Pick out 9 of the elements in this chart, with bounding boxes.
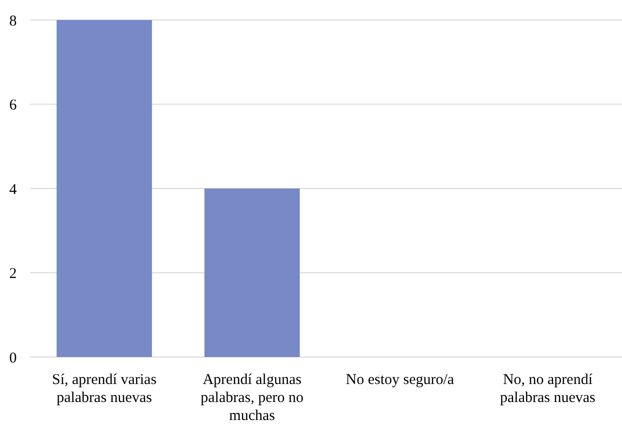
y-tick-label: 8 xyxy=(9,13,17,30)
x-tick-label: No, no aprendí palabras nuevas xyxy=(500,372,596,406)
y-tick-label: 0 xyxy=(9,350,17,366)
y-tick-label: 2 xyxy=(9,266,17,282)
y-tick-label: 6 xyxy=(9,98,18,114)
x-tick-label: Sí, aprendí varias palabras nuevas xyxy=(52,372,157,406)
y-tick-label: 4 xyxy=(9,182,18,198)
x-tick-label: Aprendí algunas palabras, pero no muchas xyxy=(200,372,304,424)
x-tick-label: No estoy seguro/a xyxy=(346,372,454,388)
